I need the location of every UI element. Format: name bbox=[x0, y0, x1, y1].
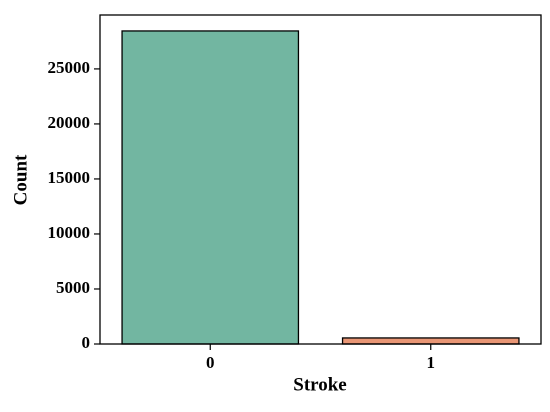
y-tick-label: 0 bbox=[82, 333, 91, 352]
bar bbox=[121, 30, 300, 345]
bar bbox=[341, 337, 520, 345]
y-axis-label: Count bbox=[10, 154, 31, 205]
x-axis-label: Stroke bbox=[293, 374, 346, 395]
y-tick-label: 25000 bbox=[48, 58, 91, 77]
y-tick-label: 10000 bbox=[48, 223, 91, 242]
y-tick-label: 20000 bbox=[48, 113, 91, 132]
y-tick-label: 5000 bbox=[56, 278, 90, 297]
x-tick-label: 0 bbox=[206, 353, 215, 372]
y-tick-label: 15000 bbox=[48, 168, 91, 187]
x-tick-label: 1 bbox=[427, 353, 436, 372]
plot-frame bbox=[99, 14, 542, 345]
